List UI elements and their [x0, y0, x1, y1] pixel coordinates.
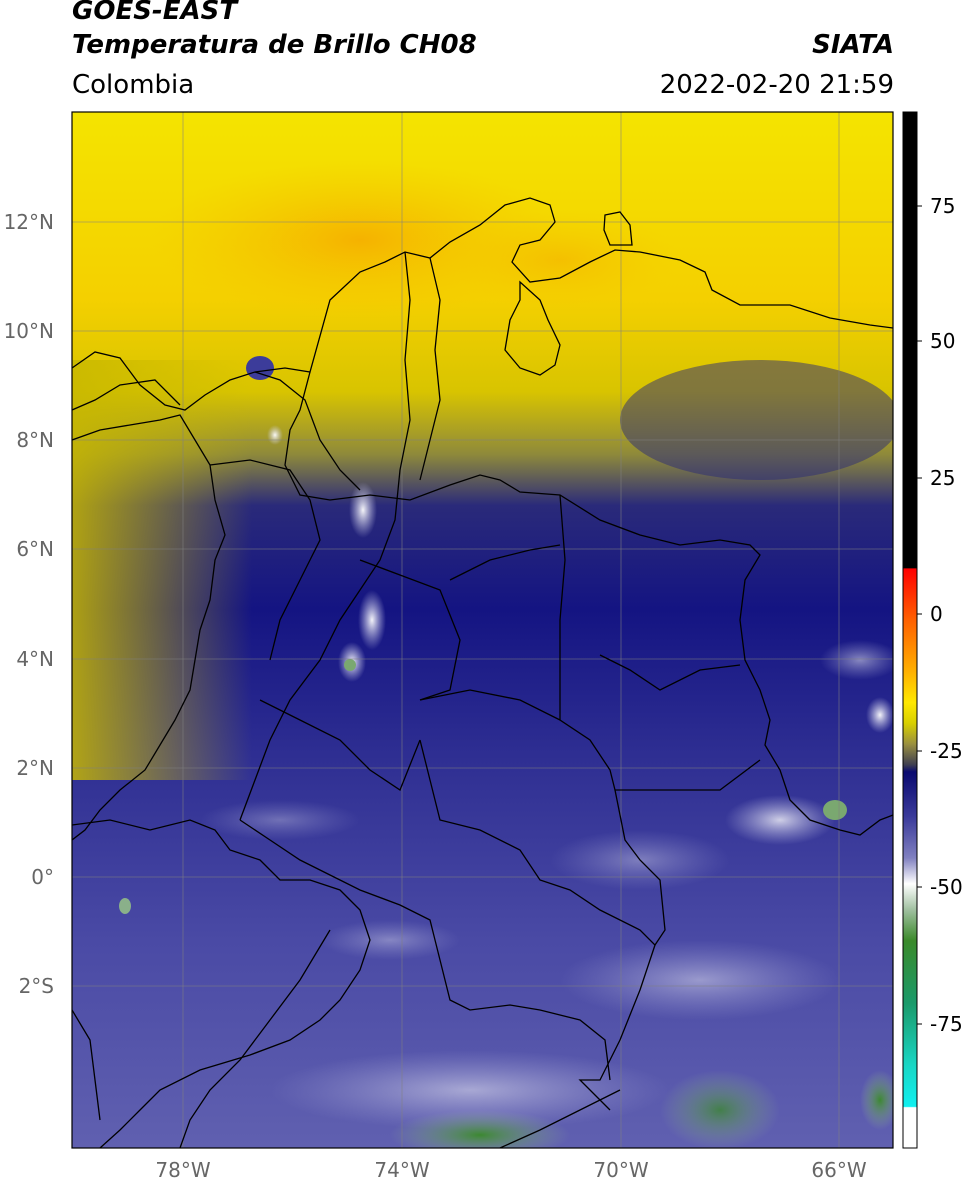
borders — [72, 197, 893, 1148]
lon-label-74w: 74°W — [374, 1158, 430, 1182]
colorbar-tick-minus25: -25 — [930, 739, 963, 763]
lon-label-66w: 66°W — [811, 1158, 867, 1182]
satellite-title: GOES-EAST — [72, 0, 238, 26]
lon-label-70w: 70°W — [593, 1158, 649, 1182]
colorbar-tick-25: 25 — [930, 466, 956, 490]
colorbar-tick-minus50: -50 — [930, 875, 963, 899]
graticule — [72, 112, 893, 1148]
lat-label-2s: 2°S — [18, 974, 54, 998]
colorbar-tick-minus75: -75 — [930, 1012, 963, 1036]
colorbar-tick-50: 50 — [930, 329, 956, 353]
datetime-label: 2022-02-20 21:59 — [659, 70, 894, 100]
lat-label-12n: 12°N — [3, 210, 54, 234]
colorbar — [902, 111, 918, 1149]
source-label: SIATA — [812, 30, 894, 60]
lat-label-4n: 4°N — [16, 647, 54, 671]
lat-label-8n: 8°N — [16, 428, 54, 452]
colorbar-tick-0: 0 — [930, 602, 943, 626]
colorbar-tick-75: 75 — [930, 194, 956, 218]
product-title: Temperatura de Brillo CH08 — [72, 30, 477, 60]
lat-label-2n: 2°N — [16, 756, 54, 780]
region-label: Colombia — [72, 70, 195, 100]
lon-label-78w: 78°W — [155, 1158, 211, 1182]
lat-label-6n: 6°N — [16, 537, 54, 561]
lat-label-0: 0° — [31, 865, 54, 889]
lat-label-10n: 10°N — [3, 319, 54, 343]
